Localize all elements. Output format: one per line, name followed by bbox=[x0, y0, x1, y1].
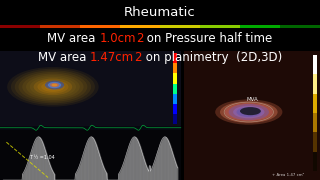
Bar bbox=[40, 25, 80, 28]
Ellipse shape bbox=[236, 107, 261, 117]
Bar bbox=[313, 152, 317, 171]
Text: Rheumatic: Rheumatic bbox=[124, 6, 196, 19]
Ellipse shape bbox=[45, 80, 64, 89]
Bar bbox=[313, 132, 317, 152]
Bar bbox=[173, 104, 177, 114]
Ellipse shape bbox=[34, 78, 72, 95]
Text: 2: 2 bbox=[136, 32, 143, 45]
Ellipse shape bbox=[26, 75, 80, 98]
Ellipse shape bbox=[50, 83, 59, 87]
Bar bbox=[313, 74, 317, 94]
Bar bbox=[173, 84, 177, 94]
Ellipse shape bbox=[48, 82, 61, 88]
Bar bbox=[173, 53, 177, 63]
Bar bbox=[0, 51, 181, 126]
Bar bbox=[173, 114, 177, 124]
Bar bbox=[160, 25, 200, 28]
Text: MVA: MVA bbox=[246, 97, 258, 102]
Bar bbox=[0, 130, 181, 180]
Bar bbox=[240, 25, 280, 28]
Ellipse shape bbox=[49, 85, 57, 89]
Bar bbox=[184, 51, 320, 180]
Ellipse shape bbox=[225, 103, 273, 121]
Bar bbox=[120, 25, 160, 28]
Ellipse shape bbox=[41, 82, 65, 92]
Text: + Area 1.47 cm²: + Area 1.47 cm² bbox=[272, 174, 304, 177]
Ellipse shape bbox=[7, 67, 99, 107]
Text: 2: 2 bbox=[134, 51, 142, 64]
Text: T ½ =1.04: T ½ =1.04 bbox=[29, 155, 54, 160]
Bar bbox=[173, 94, 177, 104]
Bar bbox=[313, 113, 317, 132]
Text: 1.0cm: 1.0cm bbox=[100, 32, 136, 45]
Ellipse shape bbox=[11, 69, 95, 105]
Ellipse shape bbox=[52, 84, 57, 86]
Bar bbox=[280, 25, 320, 28]
Ellipse shape bbox=[233, 106, 264, 118]
Bar bbox=[80, 25, 120, 28]
Bar bbox=[173, 63, 177, 73]
Ellipse shape bbox=[220, 101, 277, 123]
Bar bbox=[200, 25, 240, 28]
Ellipse shape bbox=[228, 104, 269, 120]
Ellipse shape bbox=[22, 74, 84, 100]
Text: on Pressure half time: on Pressure half time bbox=[143, 32, 273, 45]
Ellipse shape bbox=[45, 83, 61, 90]
Bar bbox=[313, 94, 317, 113]
Ellipse shape bbox=[19, 72, 87, 102]
Text: MV area: MV area bbox=[47, 32, 100, 45]
Text: 1.47cm: 1.47cm bbox=[90, 51, 134, 64]
Ellipse shape bbox=[215, 99, 282, 125]
Ellipse shape bbox=[30, 77, 76, 97]
Bar bbox=[173, 73, 177, 84]
Bar bbox=[0, 25, 40, 28]
Text: MV area: MV area bbox=[38, 51, 90, 64]
Text: on planimetry  (2D,3D): on planimetry (2D,3D) bbox=[142, 51, 282, 64]
Bar bbox=[313, 55, 317, 74]
Bar bbox=[0, 51, 181, 180]
Ellipse shape bbox=[15, 70, 91, 103]
Ellipse shape bbox=[240, 107, 261, 115]
Ellipse shape bbox=[37, 80, 68, 94]
